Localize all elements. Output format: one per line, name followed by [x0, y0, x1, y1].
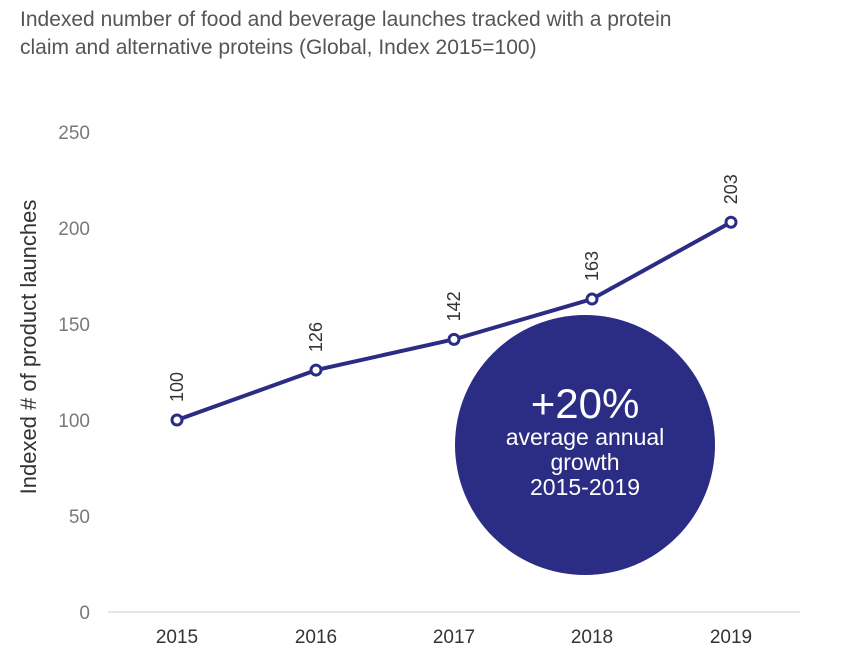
data-point [585, 292, 599, 306]
growth-headline: +20% [531, 380, 640, 427]
data-label: 126 [306, 322, 326, 352]
x-axis-ticks: 2015 2016 2017 2018 2019 [156, 627, 752, 648]
data-markers [170, 215, 738, 427]
y-tick-label: 250 [58, 123, 90, 144]
chart-title-line-2: claim and alternative proteins (Global, … [20, 36, 537, 59]
data-label: 100 [167, 372, 187, 402]
growth-caption-line: growth [550, 449, 619, 475]
y-tick-label: 100 [58, 411, 90, 432]
y-tick-label: 50 [69, 507, 90, 528]
data-point [170, 413, 184, 427]
data-label: 163 [582, 251, 602, 281]
y-axis-label: Indexed # of product launches [16, 200, 41, 495]
data-label: 142 [444, 291, 464, 321]
growth-bubble [455, 315, 715, 575]
data-label: 203 [721, 174, 741, 204]
x-tick-label: 2019 [710, 627, 752, 648]
y-tick-label: 0 [79, 603, 90, 624]
chart-title-line-1: Indexed number of food and beverage laun… [20, 8, 672, 31]
growth-caption-line: 2015-2019 [530, 474, 640, 500]
y-tick-label: 200 [58, 219, 90, 240]
y-tick-label: 150 [58, 315, 90, 336]
data-point [724, 215, 738, 229]
x-tick-label: 2018 [571, 627, 613, 648]
x-tick-label: 2017 [433, 627, 475, 648]
data-labels: 100 126 142 163 203 [167, 174, 741, 402]
data-point [447, 332, 461, 346]
y-axis-ticks: 0 50 100 150 200 250 [58, 123, 90, 624]
x-tick-label: 2016 [295, 627, 337, 648]
growth-caption-line: average annual [506, 424, 665, 450]
data-point [309, 363, 323, 377]
x-tick-label: 2015 [156, 627, 198, 648]
